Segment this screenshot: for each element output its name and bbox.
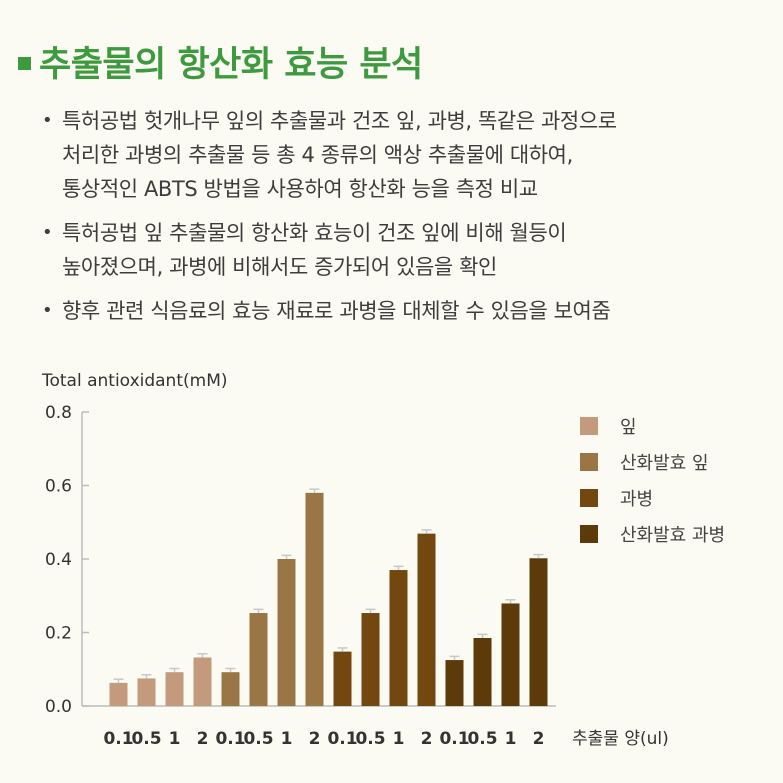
x-tick-label: 1 [393, 729, 405, 749]
bar [109, 682, 128, 706]
bar [445, 660, 464, 706]
x-tick-label: 0.5 [243, 729, 273, 749]
bar [221, 672, 240, 706]
title-block: 추출물의 항산화 효능 분석 [18, 36, 423, 87]
bar [193, 657, 212, 706]
x-axis-label: 추출물 양(ul) [572, 729, 669, 749]
x-tick-label: 0.5 [131, 729, 161, 749]
bullet-line: 향후 관련 식음료의 효능 재료로 과병을 대체할 수 있음을 보여줌 [62, 299, 611, 323]
x-tick-label: 2 [533, 729, 545, 749]
bullet-line: 특허공법 헛개나무 잎의 추출물과 건조 잎, 과병, 똑같은 과정으로 [62, 109, 617, 133]
bar [529, 558, 548, 706]
legend-label: 산화발효 잎 [620, 453, 709, 474]
bar [305, 492, 324, 706]
y-tick-label: 0.2 [45, 624, 72, 644]
bar [361, 613, 380, 706]
x-tick-label: 2 [421, 729, 433, 749]
legend-label: 산화발효 과병 [620, 525, 725, 546]
bullet-dot: • [42, 300, 53, 321]
bar [165, 672, 184, 706]
bullet-line: 통상적인 ABTS 방법을 사용하여 항산화 능을 측정 비교 [62, 177, 538, 201]
bullet-line: 높아졌으며, 과병에 비해서도 증가되어 있음을 확인 [62, 255, 497, 279]
page-title: 추출물의 항산화 효능 분석 [39, 45, 423, 85]
x-tick-label: 2 [309, 729, 321, 749]
bullet-list: • 특허공법 헛개나무 잎의 추출물과 건조 잎, 과병, 똑같은 과정으로 처… [42, 104, 772, 338]
bullet-line: 특허공법 잎 추출물의 항산화 효능이 건조 잎에 비해 월등이 [62, 221, 567, 245]
x-tick-label: 1 [505, 729, 517, 749]
title-bullet-square [18, 57, 31, 70]
x-tick-label: 0.1 [103, 729, 133, 749]
bar [389, 570, 408, 706]
bullet-line: 처리한 과병의 추출물 등 총 4 종류의 액상 추출물에 대하여, [62, 143, 573, 167]
y-tick-label: 0.6 [45, 477, 72, 497]
x-tick-label: 1 [281, 729, 293, 749]
bar [501, 603, 520, 706]
legend-swatch [580, 489, 598, 507]
bar [473, 638, 492, 706]
x-tick-label: 0.5 [467, 729, 497, 749]
x-tick-label: 1 [169, 729, 181, 749]
legend-swatch [580, 453, 598, 471]
legend-label: 잎 [620, 417, 637, 438]
x-tick-label: 2 [197, 729, 209, 749]
bar [333, 651, 352, 706]
x-tick-label: 0.1 [439, 729, 469, 749]
plot-area: Total antioxidant(mM)0.00.20.40.60.80.10… [41, 371, 725, 749]
x-tick-label: 0.5 [355, 729, 385, 749]
bullet-dot: • [42, 222, 53, 243]
bar [249, 613, 268, 706]
legend-label: 과병 [620, 489, 653, 510]
x-tick-label: 0.1 [215, 729, 245, 749]
bullet-dot: • [42, 110, 53, 131]
bullet-item: • 특허공법 잎 추출물의 항산화 효능이 건조 잎에 비해 월등이 높아졌으며… [42, 216, 772, 284]
y-tick-label: 0.0 [45, 697, 72, 717]
bullet-item: • 향후 관련 식음료의 효능 재료로 과병을 대체할 수 있음을 보여줌 [42, 294, 772, 328]
y-tick-label: 0.8 [45, 403, 72, 423]
bar [137, 678, 156, 706]
legend-swatch [580, 525, 598, 543]
bullet-item: • 특허공법 헛개나무 잎의 추출물과 건조 잎, 과병, 똑같은 과정으로 처… [42, 104, 772, 206]
legend-swatch [580, 417, 598, 435]
bar [417, 533, 436, 706]
y-tick-label: 0.4 [45, 550, 72, 570]
y-axis-label: Total antioxidant(mM) [41, 371, 228, 391]
x-tick-label: 0.1 [327, 729, 357, 749]
bar [277, 559, 296, 706]
